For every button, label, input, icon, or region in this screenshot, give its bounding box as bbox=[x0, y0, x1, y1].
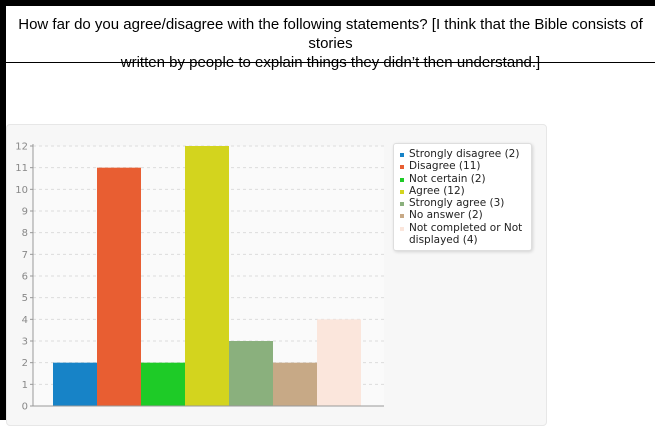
legend-item: Not completed or Not displayed (4) bbox=[399, 222, 527, 247]
y-tick-label: 12 bbox=[15, 142, 28, 153]
legend-swatch bbox=[400, 177, 404, 182]
y-tick-label: 5 bbox=[22, 293, 28, 304]
y-tick-label: 11 bbox=[15, 163, 28, 174]
y-tick-label: 2 bbox=[22, 358, 28, 369]
legend-swatch bbox=[400, 165, 404, 170]
legend-item: Not certain (2) bbox=[399, 173, 527, 185]
legend-item: Strongly agree (3) bbox=[399, 197, 527, 209]
y-tick-label: 3 bbox=[22, 337, 28, 348]
legend-item: No answer (2) bbox=[399, 209, 527, 221]
legend-label: Strongly agree (3) bbox=[409, 197, 505, 210]
y-tick-label: 1 bbox=[22, 380, 28, 391]
legend-label: Not certain (2) bbox=[409, 172, 486, 185]
legend-swatch bbox=[400, 189, 404, 194]
question-line-1: How far do you agree/disagree with the f… bbox=[18, 16, 643, 52]
bar bbox=[185, 146, 229, 406]
legend-label: Not completed or Not displayed (4) bbox=[409, 221, 523, 247]
legend-swatch bbox=[400, 202, 404, 207]
y-tick-label: 8 bbox=[22, 228, 28, 239]
legend-swatch bbox=[400, 214, 404, 219]
y-tick-label: 9 bbox=[22, 207, 28, 218]
legend-item: Strongly disagree (2) bbox=[399, 148, 527, 160]
y-tick-label: 0 bbox=[22, 402, 28, 413]
y-tick-label: 4 bbox=[22, 315, 28, 326]
y-tick-label: 10 bbox=[15, 185, 28, 196]
legend-label: Strongly disagree (2) bbox=[409, 148, 520, 160]
legend-label: Agree (12) bbox=[409, 184, 465, 197]
question-divider bbox=[6, 62, 655, 63]
question-text: How far do you agree/disagree with the f… bbox=[6, 6, 655, 71]
legend-label: Disagree (11) bbox=[409, 160, 481, 173]
bar bbox=[97, 167, 141, 406]
legend-item: Agree (12) bbox=[399, 185, 527, 197]
y-tick-label: 7 bbox=[22, 250, 28, 261]
legend-swatch bbox=[400, 226, 404, 231]
bar bbox=[53, 362, 97, 406]
y-tick-label: 6 bbox=[22, 272, 28, 283]
chart-legend: Strongly disagree (2) Disagree (11) Not … bbox=[393, 143, 532, 252]
bar bbox=[273, 362, 317, 406]
bar bbox=[229, 341, 273, 406]
legend-label: No answer (2) bbox=[409, 209, 483, 222]
bar bbox=[317, 319, 361, 406]
bar bbox=[141, 362, 185, 406]
legend-item: Disagree (11) bbox=[399, 160, 527, 172]
legend-swatch bbox=[400, 153, 404, 157]
